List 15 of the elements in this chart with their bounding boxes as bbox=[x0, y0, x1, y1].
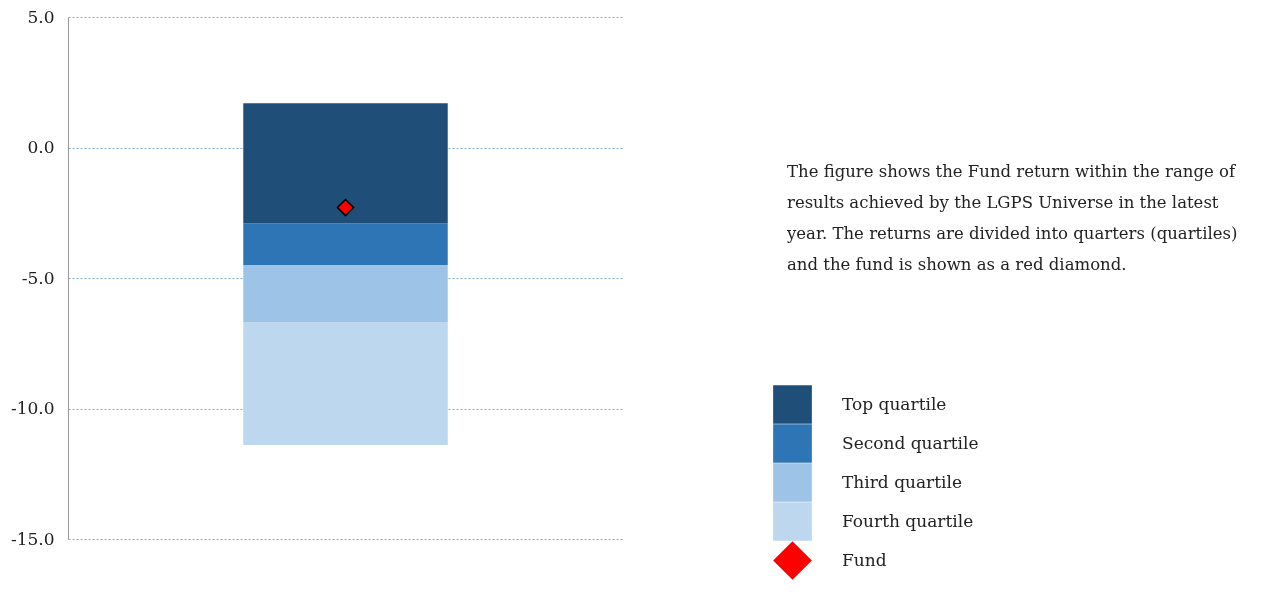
bar bbox=[243, 223, 448, 265]
legend-label: Fund bbox=[842, 549, 887, 570]
bar bbox=[243, 322, 448, 446]
text: The figure shows the Fund return within the range of results achieved by the LGPS Universe in the latest year. The returns are divided into quarters (quartiles) and the fund is shown as a red diamond. bbox=[787, 161, 1239, 276]
bar bbox=[243, 103, 448, 224]
y-tick-label: 0.0 bbox=[27, 137, 55, 157]
y-tick-label: -15.0 bbox=[10, 528, 55, 549]
legend-label: Second quartile bbox=[842, 432, 979, 453]
bar bbox=[243, 264, 448, 323]
y-tick-label: -10.0 bbox=[10, 398, 55, 418]
y-tick-label: -5.0 bbox=[21, 267, 55, 288]
y-tick-label: 5.0 bbox=[27, 6, 55, 27]
legend-label: Top quartile bbox=[842, 393, 947, 414]
legend-label: Third quartile bbox=[842, 471, 962, 492]
legend-label: Fourth quartile bbox=[842, 510, 974, 531]
